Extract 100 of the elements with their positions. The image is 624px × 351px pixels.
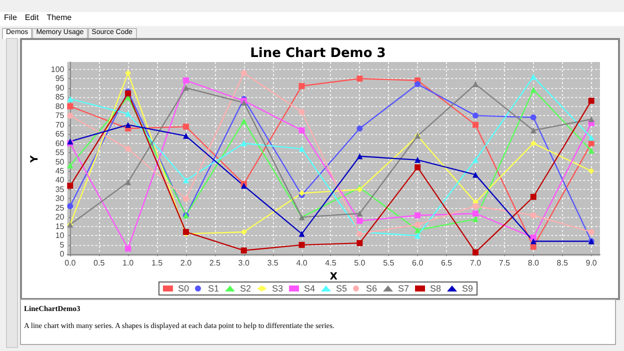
x-tick-label: 2.0 <box>180 258 192 268</box>
point <box>472 172 478 178</box>
point <box>125 122 132 128</box>
point <box>472 156 478 163</box>
y-tick-label: 25 <box>55 203 65 212</box>
x-tick-label: 7.5 <box>498 258 511 268</box>
point <box>182 132 189 139</box>
point <box>67 96 74 102</box>
point <box>298 108 305 115</box>
x-axis-title: X <box>330 271 338 282</box>
y-tick-label: 85 <box>55 92 65 102</box>
point <box>530 86 536 93</box>
y-tick-label: 0 <box>60 250 65 259</box>
legend-label: S6 <box>366 284 378 294</box>
point <box>472 210 478 217</box>
point <box>472 122 478 128</box>
x-tick-label: 6.0 <box>412 258 424 268</box>
y-tick-label: 90 <box>55 83 65 92</box>
point <box>414 164 421 170</box>
point <box>414 227 421 234</box>
point <box>588 168 594 174</box>
x-tick-label: 9.0 <box>586 258 598 268</box>
legend-label: S9 <box>462 284 474 294</box>
x-tick-label: 5.0 <box>354 258 366 268</box>
point <box>356 240 363 246</box>
point <box>182 84 189 91</box>
y-tick-label: 75 <box>55 111 65 120</box>
point <box>588 134 594 141</box>
point <box>356 218 363 224</box>
point <box>414 222 421 228</box>
y-axis-title: Y <box>30 154 40 164</box>
point <box>356 76 363 82</box>
point <box>414 156 421 163</box>
y-tick-label: 55 <box>55 148 65 158</box>
y-tick-label: 30 <box>55 194 65 204</box>
point <box>530 194 536 200</box>
legend-label: S2 <box>240 284 251 294</box>
x-tick-label: 2.5 <box>209 258 222 268</box>
point <box>298 242 305 248</box>
point <box>67 182 74 189</box>
point <box>67 203 74 210</box>
y-tick-label: 40 <box>55 176 65 185</box>
x-tick-label: 3.5 <box>267 258 279 268</box>
point <box>530 238 536 244</box>
x-tick-label: 3.0 <box>238 258 250 268</box>
point <box>67 112 74 119</box>
point <box>530 140 536 146</box>
x-tick-label: 8.5 <box>556 258 568 268</box>
point <box>472 81 478 88</box>
point <box>530 244 536 250</box>
y-tick-label: 45 <box>55 166 65 176</box>
x-tick-label: 1.0 <box>122 258 134 268</box>
point <box>414 81 421 88</box>
x-tick-label: 6.5 <box>440 258 453 268</box>
x-tick-label: 0.0 <box>64 258 76 268</box>
point <box>530 74 536 80</box>
point <box>182 124 189 130</box>
y-tick-label: 65 <box>55 130 65 139</box>
point <box>182 177 189 184</box>
x-tick-label: 8.0 <box>528 258 540 268</box>
text: Edit <box>24 13 39 24</box>
point <box>472 112 478 119</box>
x-tick-label: 4.0 <box>296 258 308 268</box>
point <box>588 228 594 235</box>
point <box>240 70 247 76</box>
point <box>125 246 132 252</box>
point <box>125 70 132 76</box>
point <box>414 212 421 218</box>
point <box>472 216 478 222</box>
point <box>414 232 421 239</box>
point <box>588 148 594 154</box>
point <box>67 162 74 168</box>
x-tick-label: 5.5 <box>383 258 395 268</box>
point <box>588 116 594 122</box>
point <box>588 140 594 146</box>
legend-label: S0 <box>178 284 189 294</box>
point <box>67 103 74 110</box>
point <box>125 110 132 117</box>
y-tick-label: 70 <box>55 120 65 130</box>
text: Theme <box>46 13 72 24</box>
point <box>125 179 132 186</box>
point <box>356 153 363 160</box>
chart-title: Line Chart Demo 3 <box>250 46 386 61</box>
legend-label: S3 <box>272 284 283 294</box>
point <box>298 127 305 134</box>
point <box>530 234 536 241</box>
x-tick-label: 0.5 <box>94 258 106 268</box>
x-tick-label: 1.5 <box>151 258 164 268</box>
point <box>298 146 305 152</box>
point <box>356 126 363 132</box>
y-tick-label: 95 <box>55 74 65 84</box>
point <box>240 118 247 124</box>
y-tick-label: 50 <box>55 157 65 166</box>
point <box>472 249 478 256</box>
point <box>125 146 132 152</box>
legend-label: S1 <box>208 284 219 294</box>
legend-label: S5 <box>336 284 348 294</box>
point <box>298 230 305 237</box>
y-tick-label: 5 <box>60 240 65 250</box>
legend-label: S4 <box>304 284 316 294</box>
